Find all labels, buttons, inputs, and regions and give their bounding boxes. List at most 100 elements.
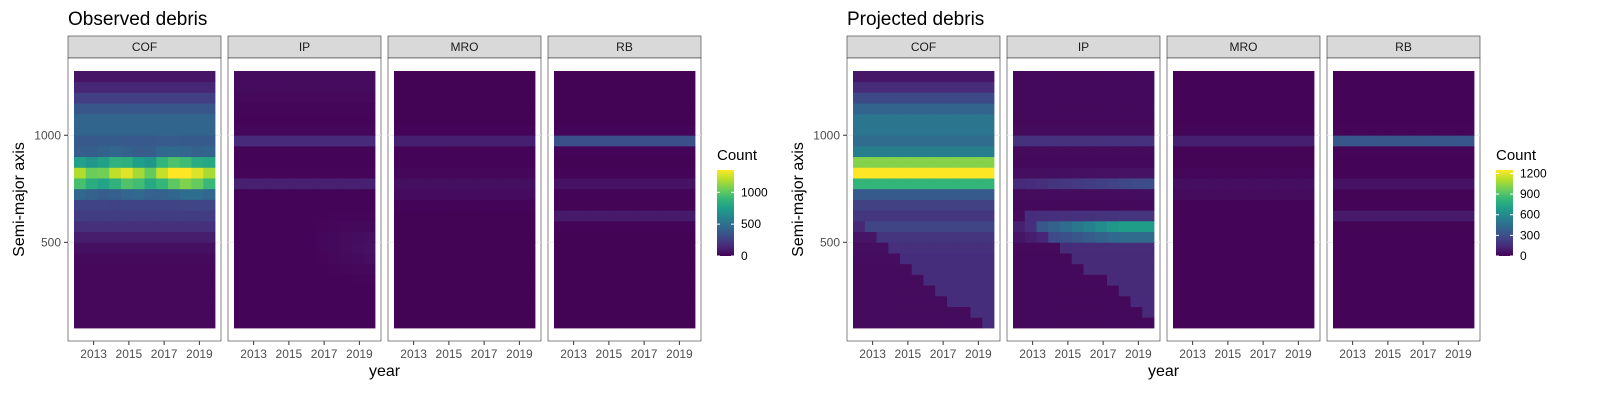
heatmap-tile [1462, 188, 1475, 200]
heatmap-tile [464, 285, 477, 297]
heatmap-tile [911, 71, 924, 83]
heatmap-tile [888, 317, 901, 329]
heatmap-tile [363, 92, 376, 104]
heatmap-tile [281, 295, 294, 307]
heatmap-tile [1290, 156, 1303, 168]
heatmap-tile [577, 274, 590, 286]
heatmap-tile [1333, 113, 1346, 125]
heatmap-tile [982, 199, 995, 211]
heatmap-tile [109, 178, 122, 190]
heatmap-tile [876, 71, 889, 83]
heatmap-tile [441, 210, 454, 222]
heatmap-tile [923, 295, 936, 307]
heatmap-tile [132, 124, 145, 136]
heatmap-tile [1302, 242, 1315, 254]
heatmap-tile [982, 124, 995, 136]
heatmap-tile [1438, 253, 1451, 265]
heatmap-tile [601, 295, 614, 307]
y-tick-label: 500 [820, 235, 840, 249]
heatmap-tile [1095, 71, 1108, 83]
heatmap-tile [923, 156, 936, 168]
heatmap-tile [1208, 135, 1221, 147]
heatmap-tile [1302, 178, 1315, 190]
heatmap-tile [624, 306, 637, 318]
heatmap-tile [1438, 199, 1451, 211]
heatmap-tile [257, 167, 270, 179]
heatmap-tile [304, 113, 317, 125]
chart-title: Observed debris [68, 9, 207, 30]
heatmap-tile [911, 210, 924, 222]
heatmap-tile [203, 135, 216, 147]
heatmap-tile [1196, 295, 1209, 307]
legend-tick-label: 300 [1520, 228, 1540, 242]
heatmap-tile [1403, 71, 1416, 83]
heatmap-tile [179, 124, 192, 136]
heatmap-tile [1368, 220, 1381, 233]
heatmap-tile [234, 306, 247, 318]
heatmap-tile [958, 220, 971, 233]
heatmap-tile [589, 145, 602, 158]
heatmap-tile [203, 81, 216, 93]
heatmap-tile [577, 71, 590, 83]
heatmap-tile [565, 113, 578, 125]
heatmap-tile [1450, 199, 1463, 211]
heatmap-tile [1267, 210, 1280, 222]
heatmap-tile [1255, 103, 1268, 115]
heatmap-tile [577, 124, 590, 136]
heatmap-tile [168, 71, 181, 83]
heatmap-tile [1231, 156, 1244, 168]
heatmap-tile [1344, 81, 1357, 93]
heatmap-tile [1083, 295, 1096, 307]
heatmap-tile [191, 295, 204, 307]
heatmap-tile [589, 92, 602, 104]
heatmap-tile [441, 220, 454, 233]
heatmap-tile [982, 188, 995, 200]
heatmap-tile [876, 103, 889, 115]
heatmap-tile [1290, 220, 1303, 233]
heatmap-tile [394, 220, 407, 233]
legend-tick-label: 1200 [1520, 166, 1547, 180]
heatmap-tile [179, 81, 192, 93]
heatmap-tile [1290, 145, 1303, 158]
heatmap-tile [947, 124, 960, 136]
heatmap-tile [144, 295, 157, 307]
heatmap-tile [121, 145, 134, 158]
heatmap-tile [1173, 124, 1186, 136]
heatmap-tile [234, 274, 247, 286]
heatmap-tile [1415, 220, 1428, 233]
heatmap-tile [1208, 253, 1221, 265]
heatmap-tile [1391, 156, 1404, 168]
heatmap-tile [947, 178, 960, 190]
heatmap-tile [156, 167, 169, 179]
heatmap-tile [1184, 220, 1197, 233]
heatmap-tile [405, 274, 418, 286]
x-tick-label: 2015 [1055, 347, 1082, 361]
heatmap-tile [876, 274, 889, 286]
heatmap-tile [1071, 145, 1084, 158]
heatmap-tile [1060, 81, 1073, 93]
heatmap-tile [577, 81, 590, 93]
heatmap-tile [1107, 145, 1120, 158]
heatmap-tile [1438, 135, 1451, 147]
heatmap-tile [1368, 263, 1381, 275]
heatmap-tile [109, 113, 122, 125]
heatmap-tile [1130, 306, 1143, 318]
heatmap-tile [429, 274, 442, 286]
facet-strip-label: RB [1395, 40, 1412, 54]
heatmap-tile [245, 124, 258, 136]
heatmap-tile [1142, 124, 1155, 136]
heatmap-tile [85, 220, 98, 233]
heatmap-tile [394, 317, 407, 329]
heatmap-tile [1196, 220, 1209, 233]
heatmap-tile [1107, 71, 1120, 83]
heatmap-tile [1427, 135, 1440, 147]
heatmap-tile [1071, 124, 1084, 136]
heatmap-tile [363, 199, 376, 211]
heatmap-tile [1024, 71, 1037, 83]
heatmap-tile [1380, 242, 1393, 254]
heatmap-tile [853, 306, 866, 318]
heatmap-tile [203, 295, 216, 307]
heatmap-tile [523, 167, 536, 179]
heatmap-tile [876, 306, 889, 318]
heatmap-tile [1344, 317, 1357, 329]
